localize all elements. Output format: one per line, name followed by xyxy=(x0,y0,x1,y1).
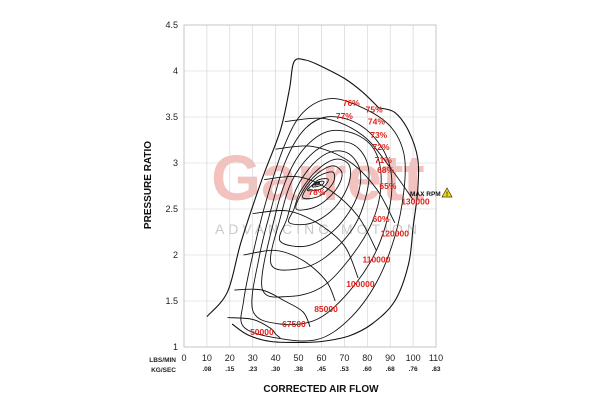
speed-label: 50000 xyxy=(250,327,274,337)
speed-line-67500 xyxy=(234,288,311,327)
efficiency-island-72 xyxy=(278,150,362,248)
x-tick-label-kg: .15 xyxy=(225,366,234,373)
efficiency-island-75 xyxy=(302,171,336,200)
efficiency-label: 77% xyxy=(336,111,353,121)
x-tick-label: 30 xyxy=(248,353,258,363)
x-tick-label-kg: .45 xyxy=(317,366,326,373)
x-tick-label-kg: .83 xyxy=(431,366,440,373)
efficiency-label: 73% xyxy=(370,130,387,140)
plot-frame xyxy=(183,24,437,348)
speed-line-85000 xyxy=(243,249,336,302)
x-tick-label-kg: .53 xyxy=(340,366,349,373)
y-tick-label: 1 xyxy=(173,342,178,352)
efficiency-label: 72% xyxy=(373,142,390,152)
efficiency-island-73 xyxy=(288,158,352,226)
efficiency-island-76 xyxy=(306,178,329,192)
x-tick-label: 20 xyxy=(225,353,235,363)
x-tick-label-kg: .38 xyxy=(294,366,303,373)
efficiency-island-74 xyxy=(295,165,343,211)
x-tick-label: 0 xyxy=(181,353,186,363)
x-tick-label: 40 xyxy=(271,353,281,363)
speed-line-120000 xyxy=(275,145,396,224)
y-tick-label: 4.5 xyxy=(165,20,178,30)
efficiency-label: 71% xyxy=(375,155,392,165)
speed-line-100000 xyxy=(252,210,359,279)
efficiency-label: 65% xyxy=(379,181,396,191)
speed-label: 110000 xyxy=(362,254,390,264)
efficiency-island-77 xyxy=(311,180,325,188)
x-tick-label-kg: .08 xyxy=(202,366,211,373)
speed-line-130000 xyxy=(284,117,414,201)
axis-ticks: 0 10 20 30 40 50 60 70 80 90 100 110 .08 .15 .23 .30 .38… xyxy=(165,20,443,373)
y-axis-title: PRESSURE RATIO xyxy=(143,141,154,229)
speed-label: 67500 xyxy=(282,319,306,329)
speed-line-110000 xyxy=(264,175,377,251)
speed-line-50000 xyxy=(227,317,281,339)
y-tick-label: 2.5 xyxy=(165,204,178,214)
svg-text:!: ! xyxy=(446,192,448,198)
y-tick-label: 1.5 xyxy=(165,296,178,306)
speed-label: 130000 xyxy=(401,196,430,206)
surge-line xyxy=(206,58,380,317)
y-tick-label: 3.5 xyxy=(165,112,178,122)
efficiency-label: 68% xyxy=(377,165,394,175)
x-tick-label-kg: .68 xyxy=(386,366,395,373)
x-tick-label-kg: .76 xyxy=(409,366,418,373)
efficiency-island-60 xyxy=(240,98,406,342)
choke-line xyxy=(231,107,420,343)
speed-label: 100000 xyxy=(346,279,375,289)
max-rpm-label: MAX RPM xyxy=(410,191,441,198)
x-tick-label: 70 xyxy=(339,353,349,363)
x-tick-label: 10 xyxy=(202,353,212,363)
x-tick-label: 80 xyxy=(362,353,372,363)
efficiency-label: 74% xyxy=(368,116,385,126)
x-unit-kg: KG/SEC xyxy=(151,367,176,374)
x-unit-lbs: LBS/MIN xyxy=(149,357,176,364)
y-tick-label: 4 xyxy=(173,66,178,76)
speed-label: 85000 xyxy=(314,304,338,314)
efficiency-label: 60% xyxy=(373,214,390,224)
x-tick-label: 110 xyxy=(429,353,443,363)
efficiency-island-65 xyxy=(251,116,393,326)
efficiency-island-68 xyxy=(261,129,382,298)
watermark-brand: Garrett xyxy=(211,142,424,214)
speed-label: 120000 xyxy=(381,229,410,239)
x-tick-label: 50 xyxy=(294,353,304,363)
efficiency-label: 76% xyxy=(343,98,360,108)
x-tick-label-kg: .60 xyxy=(363,366,372,373)
efficiency-label: 78% xyxy=(308,187,325,197)
x-axis-title: CORRECTED AIR FLOW xyxy=(263,384,379,395)
x-tick-label: 90 xyxy=(385,353,395,363)
efficiency-island-78 xyxy=(314,181,321,186)
grid xyxy=(183,24,437,348)
x-tick-label-kg: .23 xyxy=(248,366,257,373)
y-tick-label: 3 xyxy=(173,158,178,168)
warning-triangle-icon: ! xyxy=(441,187,453,198)
y-tick-label: 2 xyxy=(173,250,178,260)
efficiency-island-71 xyxy=(270,141,370,271)
efficiency-label: 75% xyxy=(366,104,383,114)
plot-area: 60% 65% 68%71% 72% 73% 74% 75% 76% 77% 78% 50000 67… xyxy=(206,58,430,343)
x-tick-label-kg: .30 xyxy=(271,366,280,373)
x-tick-label: 60 xyxy=(316,353,326,363)
x-tick-label: 100 xyxy=(406,353,421,363)
